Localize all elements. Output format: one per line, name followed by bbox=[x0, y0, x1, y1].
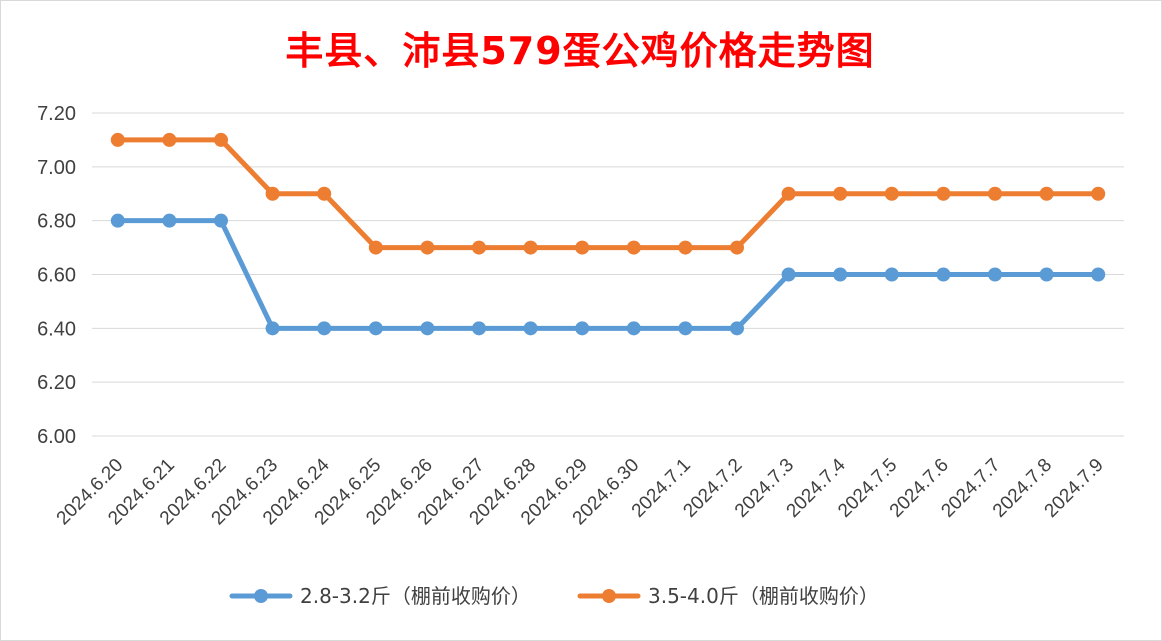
series-2-point bbox=[1091, 186, 1106, 201]
legend-label-2: 3.5-4.0斤（棚前收购价） bbox=[648, 584, 879, 608]
series-1-point bbox=[162, 213, 177, 228]
series-1-point bbox=[575, 321, 590, 336]
series-1-point bbox=[678, 321, 693, 336]
legend-label-1: 2.8-3.2斤（棚前收购价） bbox=[300, 584, 531, 608]
series-1-point bbox=[317, 321, 332, 336]
series-2-point bbox=[678, 240, 693, 255]
legend-marker-2 bbox=[602, 589, 616, 603]
series-1-point bbox=[730, 321, 744, 336]
series-2-point bbox=[936, 186, 951, 201]
series-1-point bbox=[884, 267, 899, 282]
series-line-2 bbox=[115, 137, 1101, 251]
series-1-point bbox=[110, 213, 125, 228]
series-2-point bbox=[162, 132, 177, 147]
series-1-point bbox=[833, 267, 848, 282]
y-tick-label: 6.80 bbox=[37, 211, 76, 233]
y-tick-label: 6.20 bbox=[37, 372, 76, 394]
series-2-point bbox=[110, 132, 125, 147]
series-2-point bbox=[265, 186, 280, 201]
series-2-point bbox=[884, 186, 899, 201]
y-tick-label: 6.00 bbox=[37, 426, 76, 448]
series-1-point bbox=[265, 321, 280, 336]
series-2-point bbox=[523, 240, 538, 255]
series-2-point bbox=[317, 186, 332, 201]
series-2-point bbox=[988, 186, 1002, 201]
series-2-point bbox=[420, 240, 435, 255]
series-1-point bbox=[420, 321, 435, 336]
series-1-point bbox=[781, 267, 796, 282]
series-2-point bbox=[368, 240, 383, 255]
series-2-point bbox=[833, 186, 848, 201]
series-1-point bbox=[472, 321, 486, 336]
y-tick-label: 7.20 bbox=[37, 103, 76, 125]
series-1-point bbox=[988, 267, 1002, 282]
y-tick-label: 6.40 bbox=[37, 318, 76, 340]
series-1-point bbox=[1091, 267, 1106, 282]
y-tick-label: 7.00 bbox=[37, 157, 76, 179]
series-1-point bbox=[368, 321, 383, 336]
series-2-point bbox=[781, 186, 796, 201]
series-1-point bbox=[523, 321, 538, 336]
series-line-1 bbox=[115, 218, 1101, 331]
legend-marker-1 bbox=[254, 589, 268, 603]
series-1-point bbox=[214, 213, 228, 228]
series-2-point bbox=[626, 240, 641, 255]
series-1-point bbox=[936, 267, 951, 282]
series-2-point bbox=[730, 240, 744, 255]
series-2-point bbox=[472, 240, 486, 255]
series-2-point bbox=[1039, 186, 1054, 201]
y-tick-label: 6.60 bbox=[37, 265, 76, 287]
series-2-point bbox=[575, 240, 590, 255]
series-2-point bbox=[214, 132, 228, 147]
chart-title: 丰县、沛县579蛋公鸡价格走势图 bbox=[285, 29, 875, 73]
series-1-point bbox=[626, 321, 641, 336]
series-1-point bbox=[1039, 267, 1054, 282]
